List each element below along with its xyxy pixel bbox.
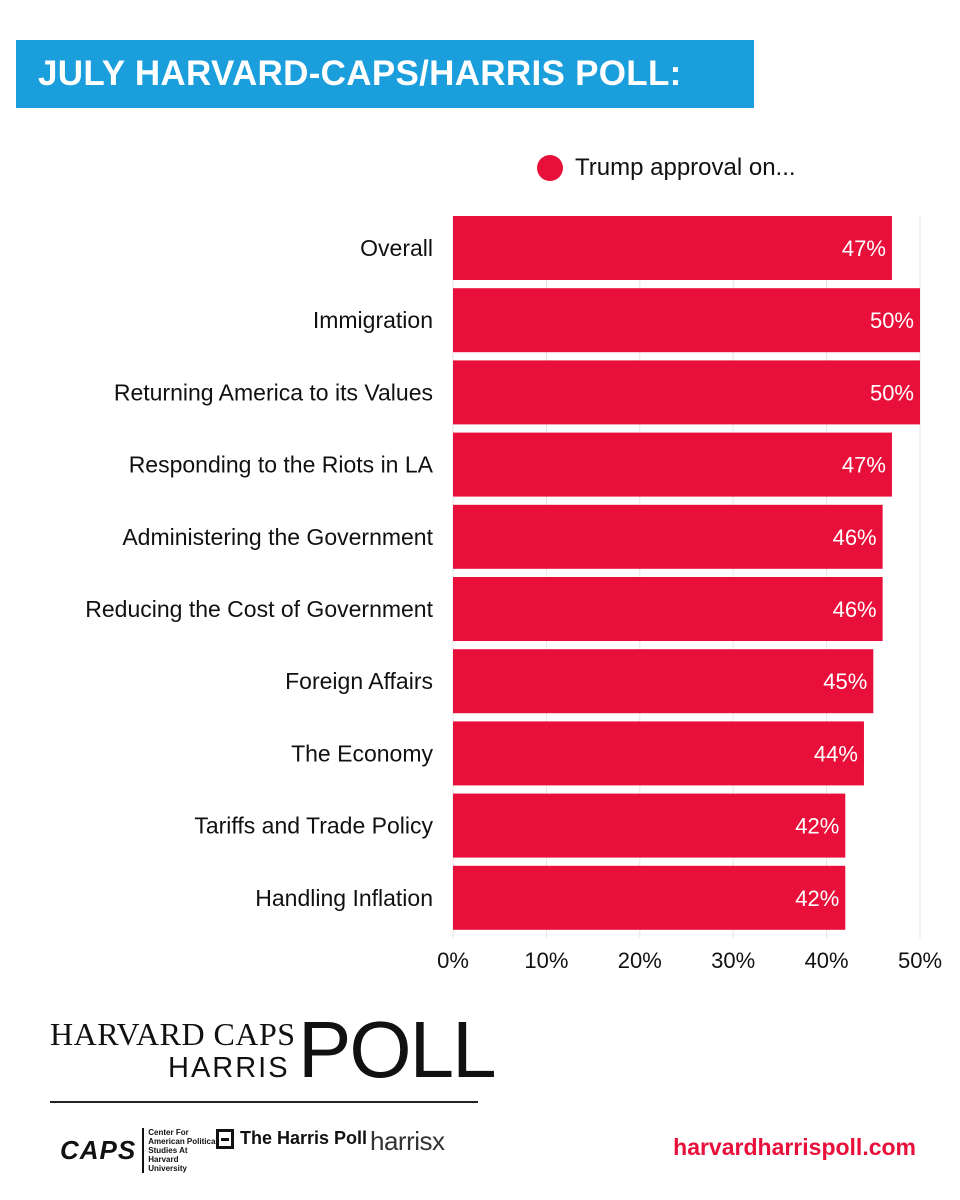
- bar-chart: Overall 47% Immigration 50% Returning Americ…: [85, 216, 942, 973]
- caps-subtitle: Center For American Political Studies At…: [142, 1128, 218, 1173]
- value-label-8: 42%: [795, 814, 839, 839]
- site-url-link[interactable]: harvardharrispoll.com: [673, 1134, 916, 1160]
- bar-4: [453, 504, 883, 569]
- category-label-8: Tariffs and Trade Policy: [194, 813, 433, 839]
- bar-6: [453, 649, 874, 714]
- legend-label: Trump approval on...: [575, 154, 796, 181]
- harris-poll-wordmark: The Harris Poll: [240, 1128, 368, 1148]
- category-label-2: Returning America to its Values: [114, 379, 433, 405]
- value-label-3: 47%: [842, 453, 886, 478]
- logo-poll-word: POLL: [298, 1005, 497, 1094]
- category-label-3: Responding to the Riots in LA: [129, 452, 434, 478]
- harrisx-sponsor-logo: harrisx: [370, 1126, 445, 1156]
- chart-legend: Trump approval on...: [537, 154, 796, 182]
- harris-poll-mark-icon: [216, 1128, 234, 1149]
- caps-wordmark: CAPS: [60, 1135, 137, 1165]
- category-label-4: Administering the Government: [122, 524, 433, 550]
- tick-label-1: 10%: [524, 948, 568, 973]
- bar-1: [453, 288, 920, 353]
- category-label-5: Reducing the Cost of Government: [85, 596, 433, 622]
- tick-label-2: 20%: [618, 948, 662, 973]
- category-label-6: Foreign Affairs: [285, 668, 433, 694]
- value-label-2: 50%: [870, 380, 914, 405]
- bar-0: [453, 216, 892, 280]
- logo-line-harris: HARRIS: [168, 1052, 290, 1084]
- legend-swatch: [537, 155, 563, 181]
- value-label-5: 46%: [833, 597, 877, 622]
- category-label-1: Immigration: [313, 307, 433, 333]
- harvard-caps-harris-poll-logo: HARVARD CAPS HARRIS POLL: [50, 1005, 497, 1107]
- value-label-1: 50%: [870, 308, 914, 333]
- bar-8: [453, 793, 846, 858]
- tick-label-4: 40%: [805, 948, 849, 973]
- value-label-7: 44%: [814, 741, 858, 766]
- bar-7: [453, 721, 864, 786]
- bar-3: [453, 432, 892, 497]
- category-label-0: Overall: [360, 235, 433, 261]
- logo-line-harvard-caps: HARVARD CAPS: [50, 1016, 296, 1052]
- tick-label-3: 30%: [711, 948, 755, 973]
- harris-poll-sponsor-logo: The Harris Poll: [216, 1128, 367, 1149]
- tick-label-0: 0%: [437, 948, 469, 973]
- caps-sponsor-logo: CAPS Center For American Political Studi…: [60, 1128, 218, 1173]
- bar-2: [453, 360, 920, 425]
- bar-5: [453, 577, 883, 641]
- page-title: JULY HARVARD-CAPS/HARRIS POLL:: [16, 40, 754, 108]
- value-label-0: 47%: [842, 236, 886, 261]
- category-label-7: The Economy: [291, 740, 433, 766]
- logo-divider: [50, 1101, 478, 1103]
- value-label-9: 42%: [795, 886, 839, 911]
- category-label-9: Handling Inflation: [255, 885, 433, 911]
- value-label-6: 45%: [823, 669, 867, 694]
- value-label-4: 46%: [833, 525, 877, 550]
- tick-label-5: 50%: [898, 948, 942, 973]
- bar-9: [453, 865, 846, 930]
